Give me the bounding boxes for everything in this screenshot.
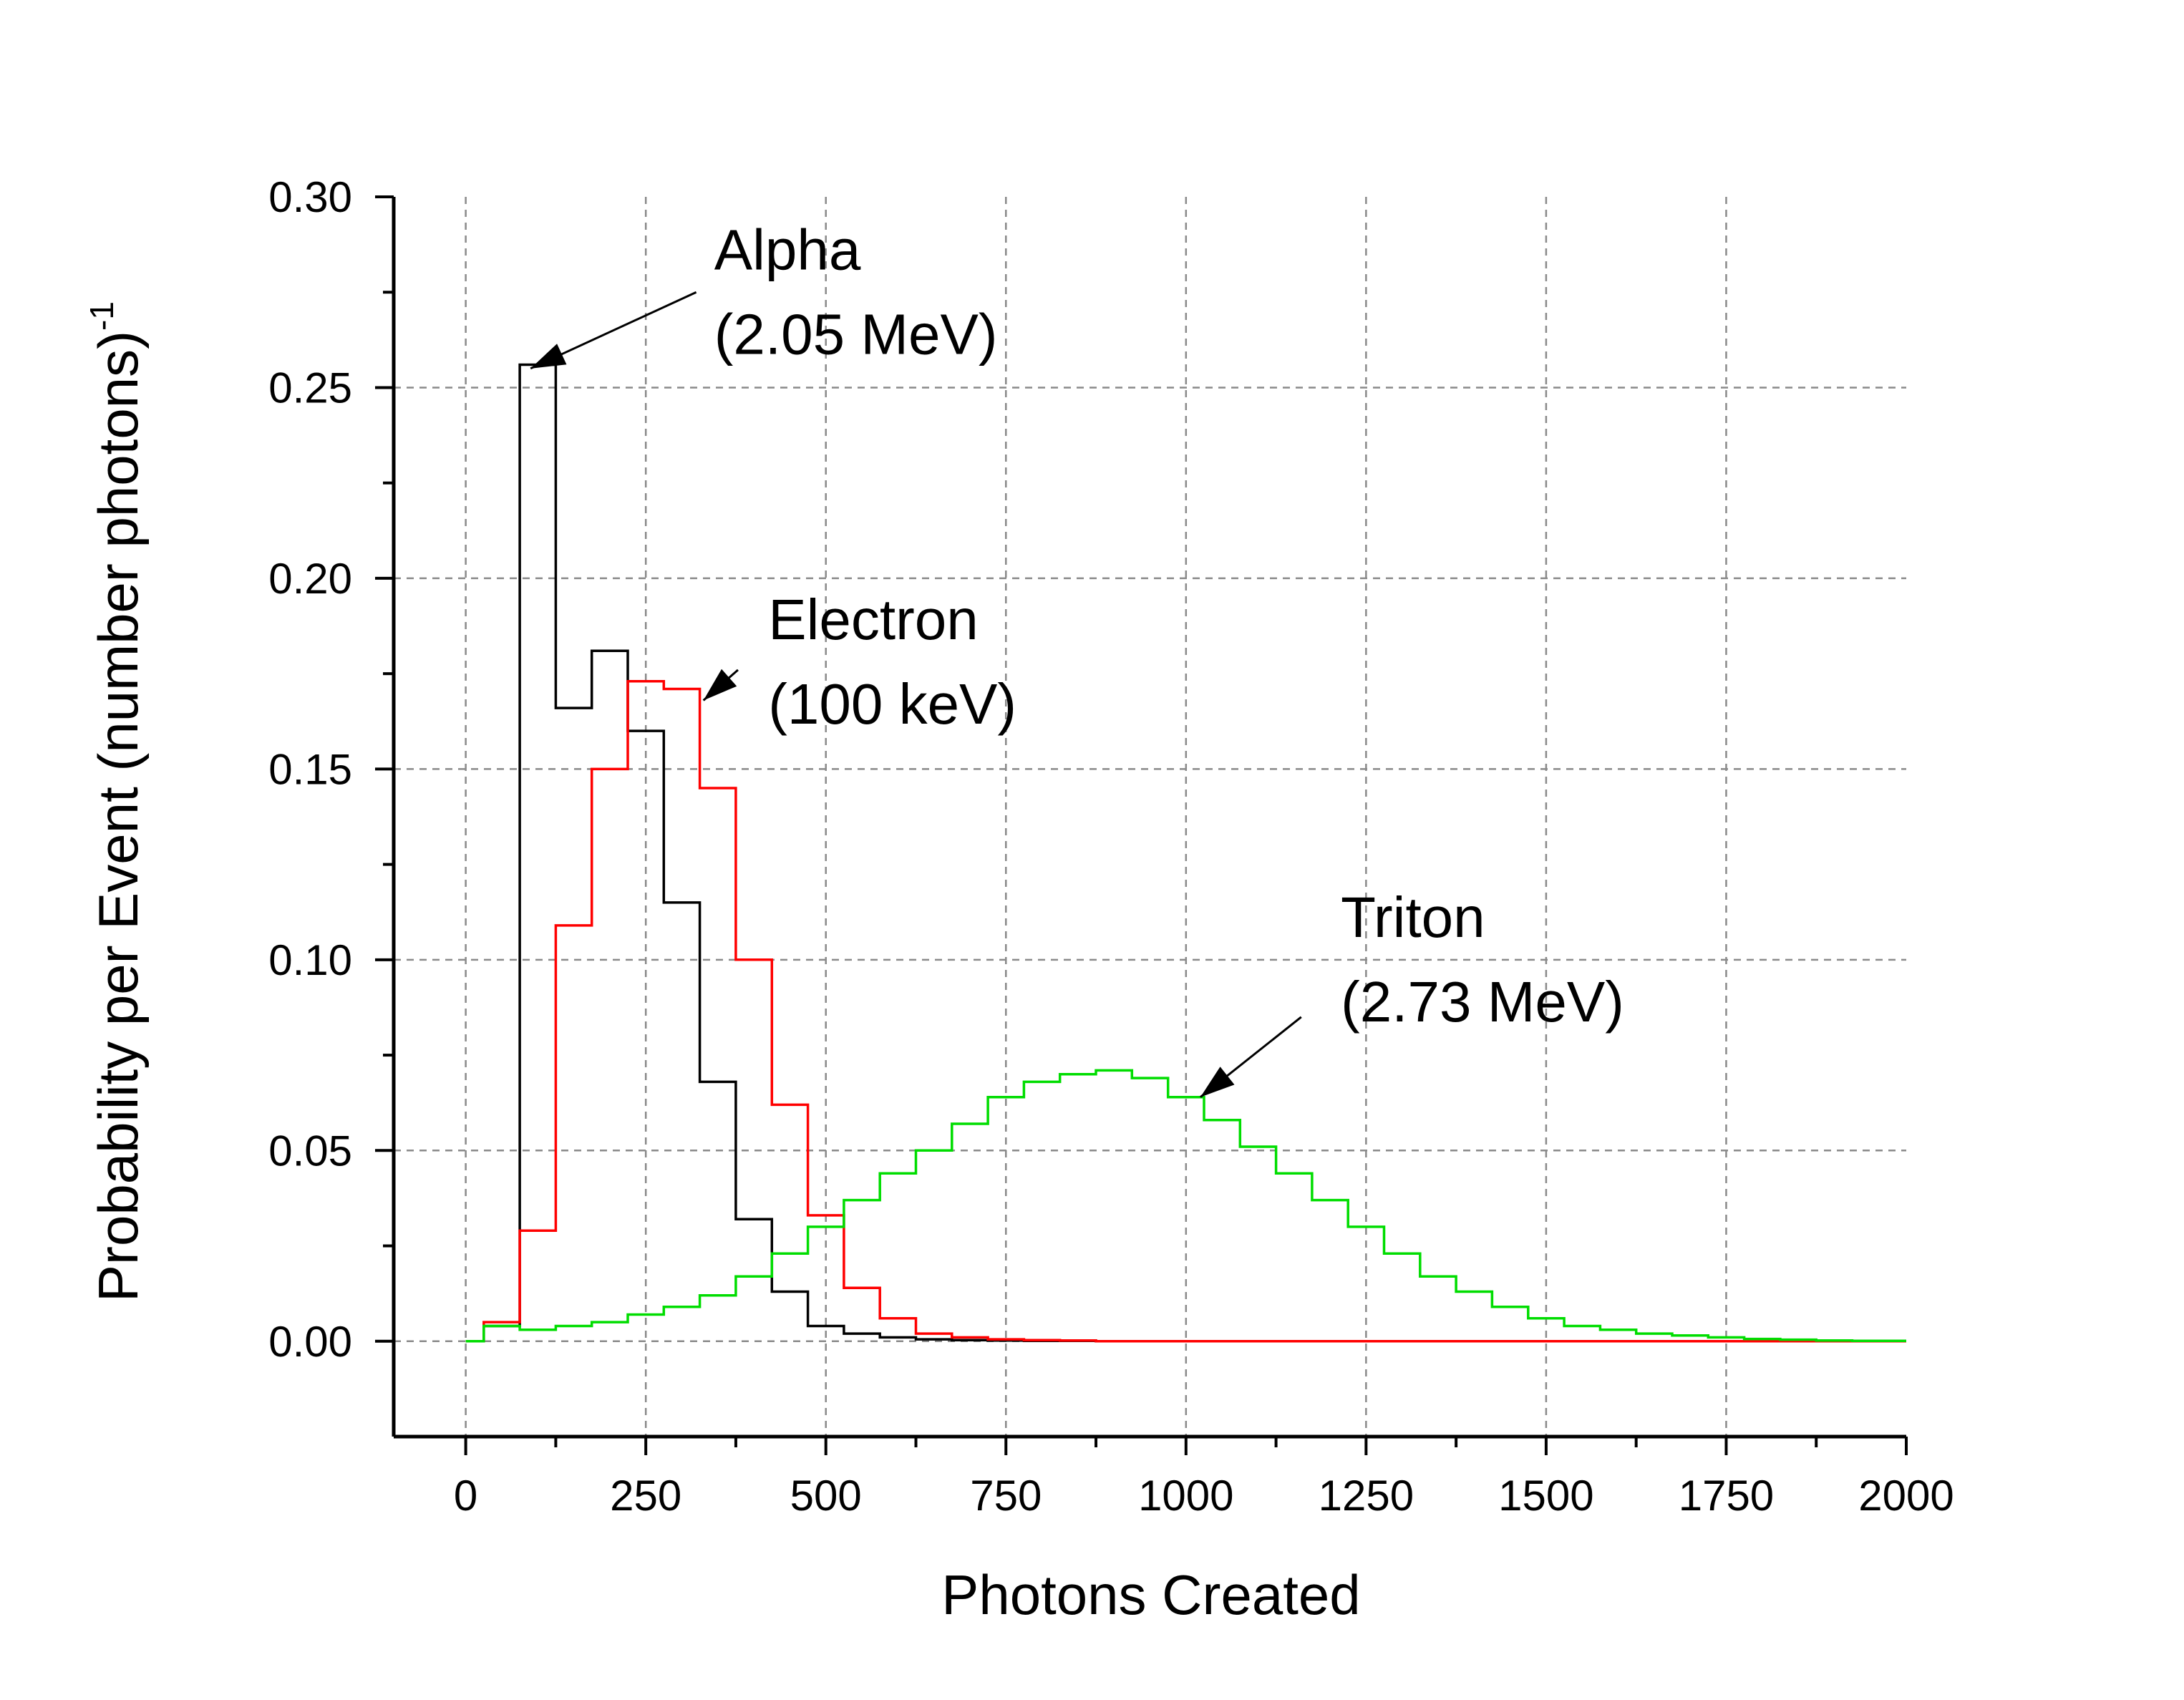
x-tick-label: 1500: [1498, 1472, 1593, 1520]
series-layer: [465, 363, 1906, 1343]
x-tick-label: 750: [970, 1472, 1042, 1520]
series-line-3: [465, 1069, 1906, 1343]
x-tick-label: 1000: [1138, 1472, 1233, 1520]
y-tick-label: 0.20: [268, 555, 352, 603]
y-axis-title: Probability per Event (number photons)-1: [83, 301, 150, 1302]
annotation-line: (100 keV): [768, 672, 1016, 736]
x-axis-title: Photons Created: [941, 1563, 1360, 1626]
y-tick-label: 0.30: [268, 173, 352, 221]
y-tick-label: 0.00: [268, 1318, 352, 1366]
x-tick-label: 0: [454, 1472, 477, 1520]
y-tick-label: 0.25: [268, 364, 352, 412]
annotation-line: (2.05 MeV): [714, 302, 998, 366]
y-tick-label: 0.05: [268, 1127, 352, 1175]
series-line-2: [465, 680, 1906, 1343]
annotation-arrowhead: [1200, 1067, 1235, 1097]
annotation-line: Electron: [768, 588, 978, 651]
annotation-label-2: Electron (100 keV): [768, 588, 1016, 736]
y-axis-title-superscript: -1: [83, 301, 120, 331]
y-tick-label: 0.10: [268, 936, 352, 984]
axis-ticks: 0 250 500 750 1000 1250 1500 1750 2000 0.00 0.05 0.…: [268, 173, 1954, 1520]
annotation-label-3: Triton (2.73 MeV): [1341, 885, 1624, 1034]
annotation-arrowhead: [703, 669, 737, 701]
x-tick-label: 1250: [1319, 1472, 1414, 1520]
axes: [392, 197, 1906, 1439]
y-axis-title-main: Probability per Event (number photons): [87, 331, 150, 1302]
annotation-arrowhead: [530, 344, 567, 369]
x-tick-label: 250: [610, 1472, 681, 1520]
annotations: Alpha (2.05 MeV) Electron (100 keV) Triton (2…: [530, 218, 1624, 1098]
annotation-line: Alpha: [714, 218, 861, 281]
annotation-line: Triton: [1341, 885, 1485, 949]
grid-lines: [394, 197, 1906, 1437]
y-tick-label: 0.15: [268, 745, 352, 793]
x-tick-label: 500: [790, 1472, 862, 1520]
x-tick-label: 2000: [1858, 1472, 1954, 1520]
annotation-line: (2.73 MeV): [1341, 970, 1624, 1034]
annotation-label-1: Alpha (2.05 MeV): [714, 218, 998, 366]
x-tick-label: 1750: [1679, 1472, 1774, 1520]
